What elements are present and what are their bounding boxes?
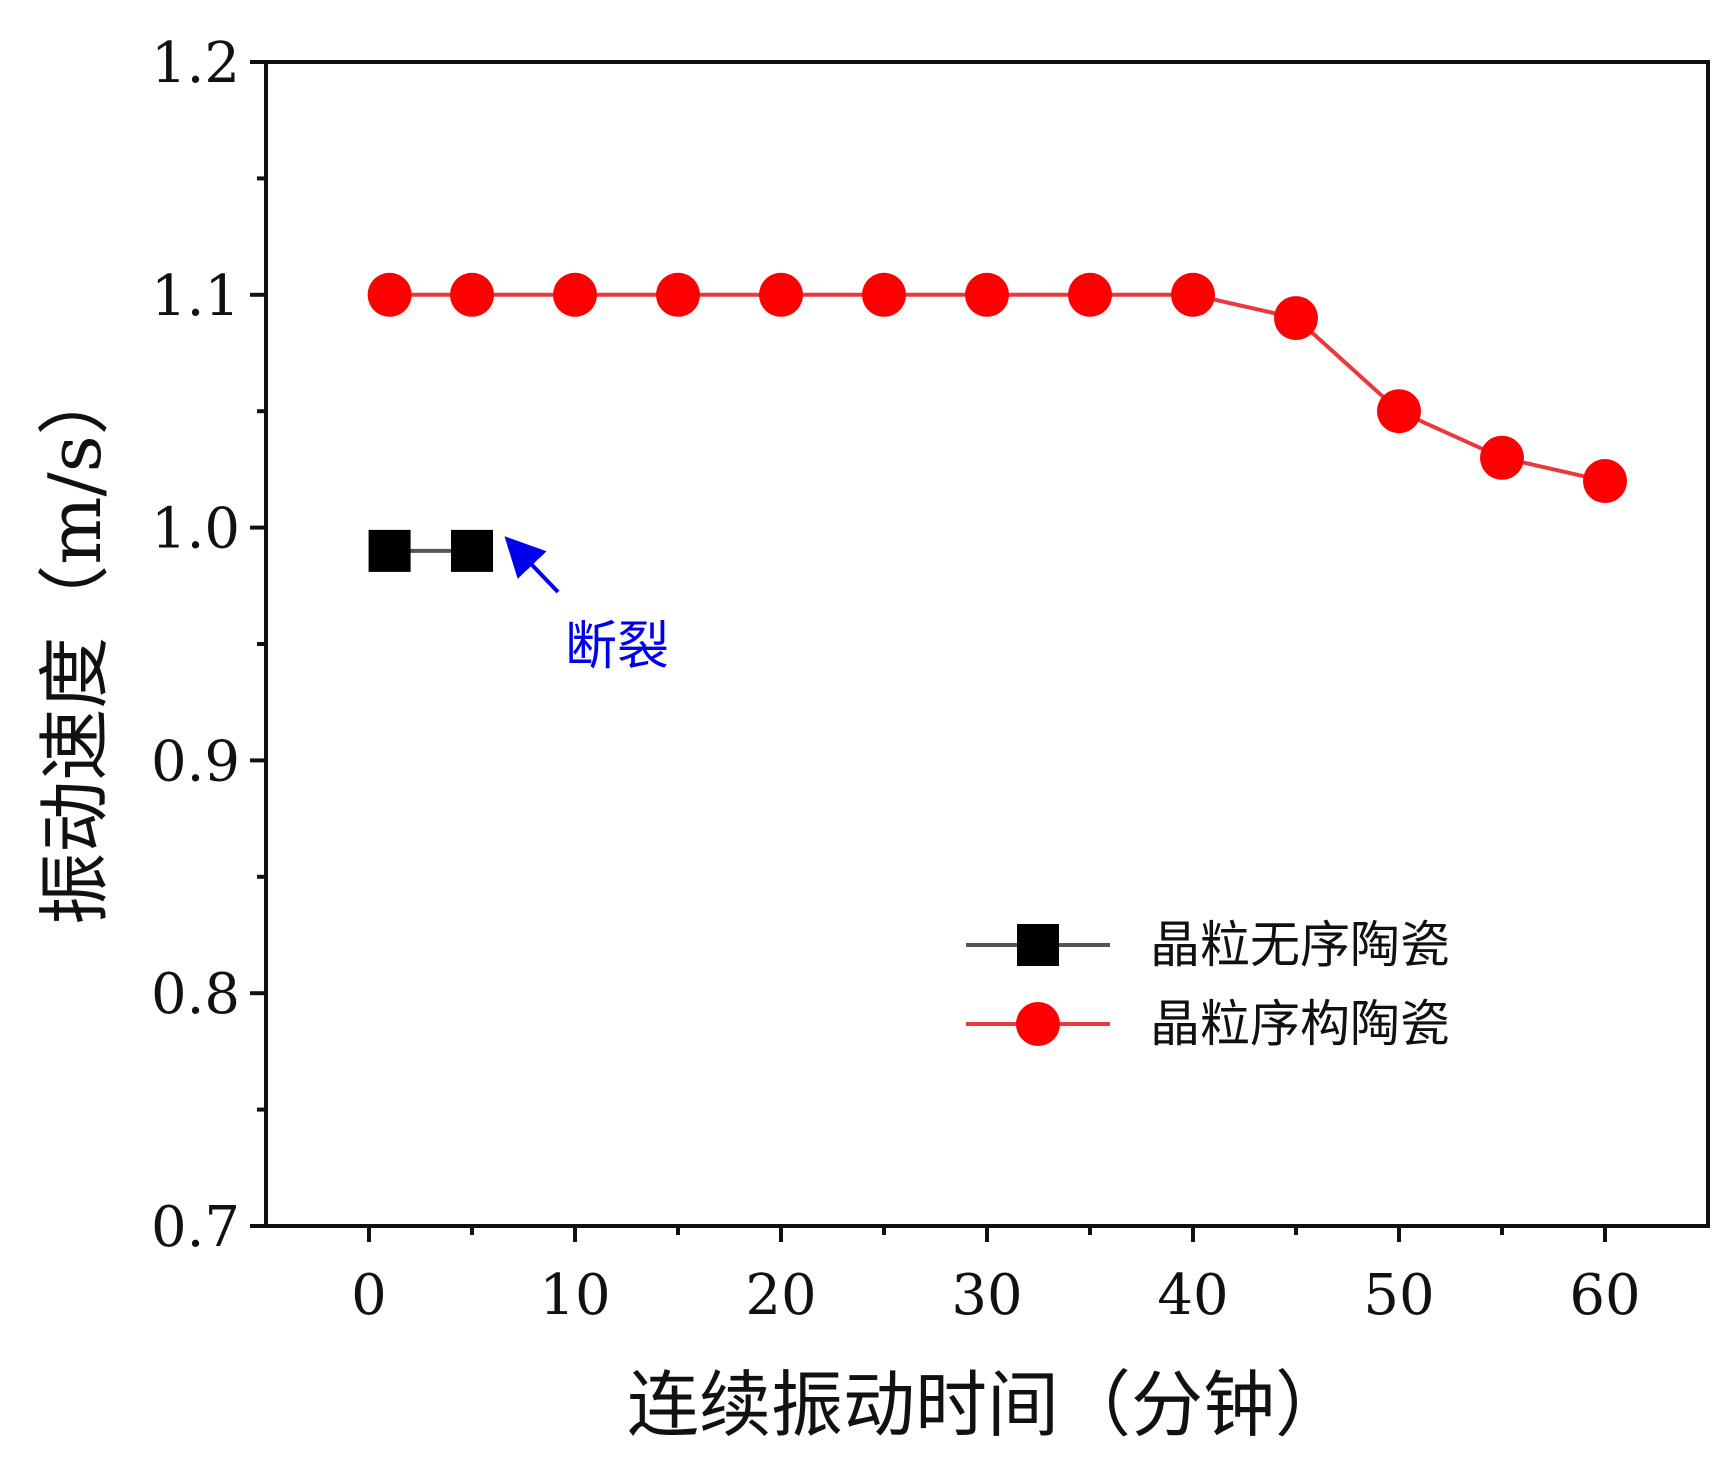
data-point-square: [368, 529, 411, 572]
y-tick-label: 0.8: [151, 962, 240, 1027]
y-tick-label: 1.0: [151, 497, 240, 562]
x-tick-label: 10: [539, 1263, 610, 1328]
data-point-circle: [1274, 296, 1318, 341]
data-point-circle: [367, 272, 412, 317]
annotation-arrow: [504, 536, 560, 594]
y-axis-ticks: 0.7 0.8 0.9 1.0 1.1 1.2: [151, 31, 266, 1260]
data-point-circle: [1068, 272, 1112, 317]
y-tick-label: 0.9: [151, 729, 240, 794]
series-layer: [367, 272, 1627, 572]
data-point-circle: [1171, 272, 1215, 317]
x-tick-label: 40: [1157, 1263, 1228, 1328]
x-tick-label: 60: [1569, 1263, 1640, 1328]
y-axis-title: 振动速度（m/s）: [33, 363, 117, 924]
x-tick-label: 50: [1363, 1263, 1434, 1328]
x-axis-ticks: 0 10 20 30 40 50 60: [351, 1226, 1641, 1328]
x-tick-label: 0: [351, 1263, 387, 1328]
legend-marker-series-1: [1017, 924, 1059, 966]
x-tick-label: 20: [745, 1263, 816, 1328]
data-point-circle: [1583, 459, 1627, 504]
y-tick-label: 1.1: [151, 264, 240, 329]
x-tick-label: 30: [951, 1263, 1022, 1328]
data-point-circle: [1377, 389, 1421, 434]
data-point-circle: [759, 272, 803, 317]
y-tick-label: 1.2: [151, 31, 240, 96]
legend-marker-series-2: [1016, 1002, 1060, 1046]
legend-label-series-2: 晶粒序构陶瓷: [1150, 995, 1450, 1053]
legend-label-series-1: 晶粒无序陶瓷: [1150, 916, 1450, 974]
data-point-circle: [553, 272, 597, 317]
data-point-circle: [965, 272, 1009, 317]
data-point-circle: [862, 272, 906, 317]
annotation-label: 断裂: [565, 617, 669, 677]
legend: 晶粒无序陶瓷 晶粒序构陶瓷: [966, 916, 1450, 1053]
data-point-circle: [450, 272, 494, 317]
x-axis-title: 连续振动时间（分钟）: [627, 1363, 1347, 1447]
plot-area: [264, 60, 1710, 1228]
y-tick-label: 0.7: [151, 1195, 240, 1260]
data-point-square: [451, 529, 493, 572]
data-point-circle: [1480, 435, 1524, 480]
annotation: 断裂: [504, 536, 669, 677]
data-point-circle: [656, 272, 700, 317]
